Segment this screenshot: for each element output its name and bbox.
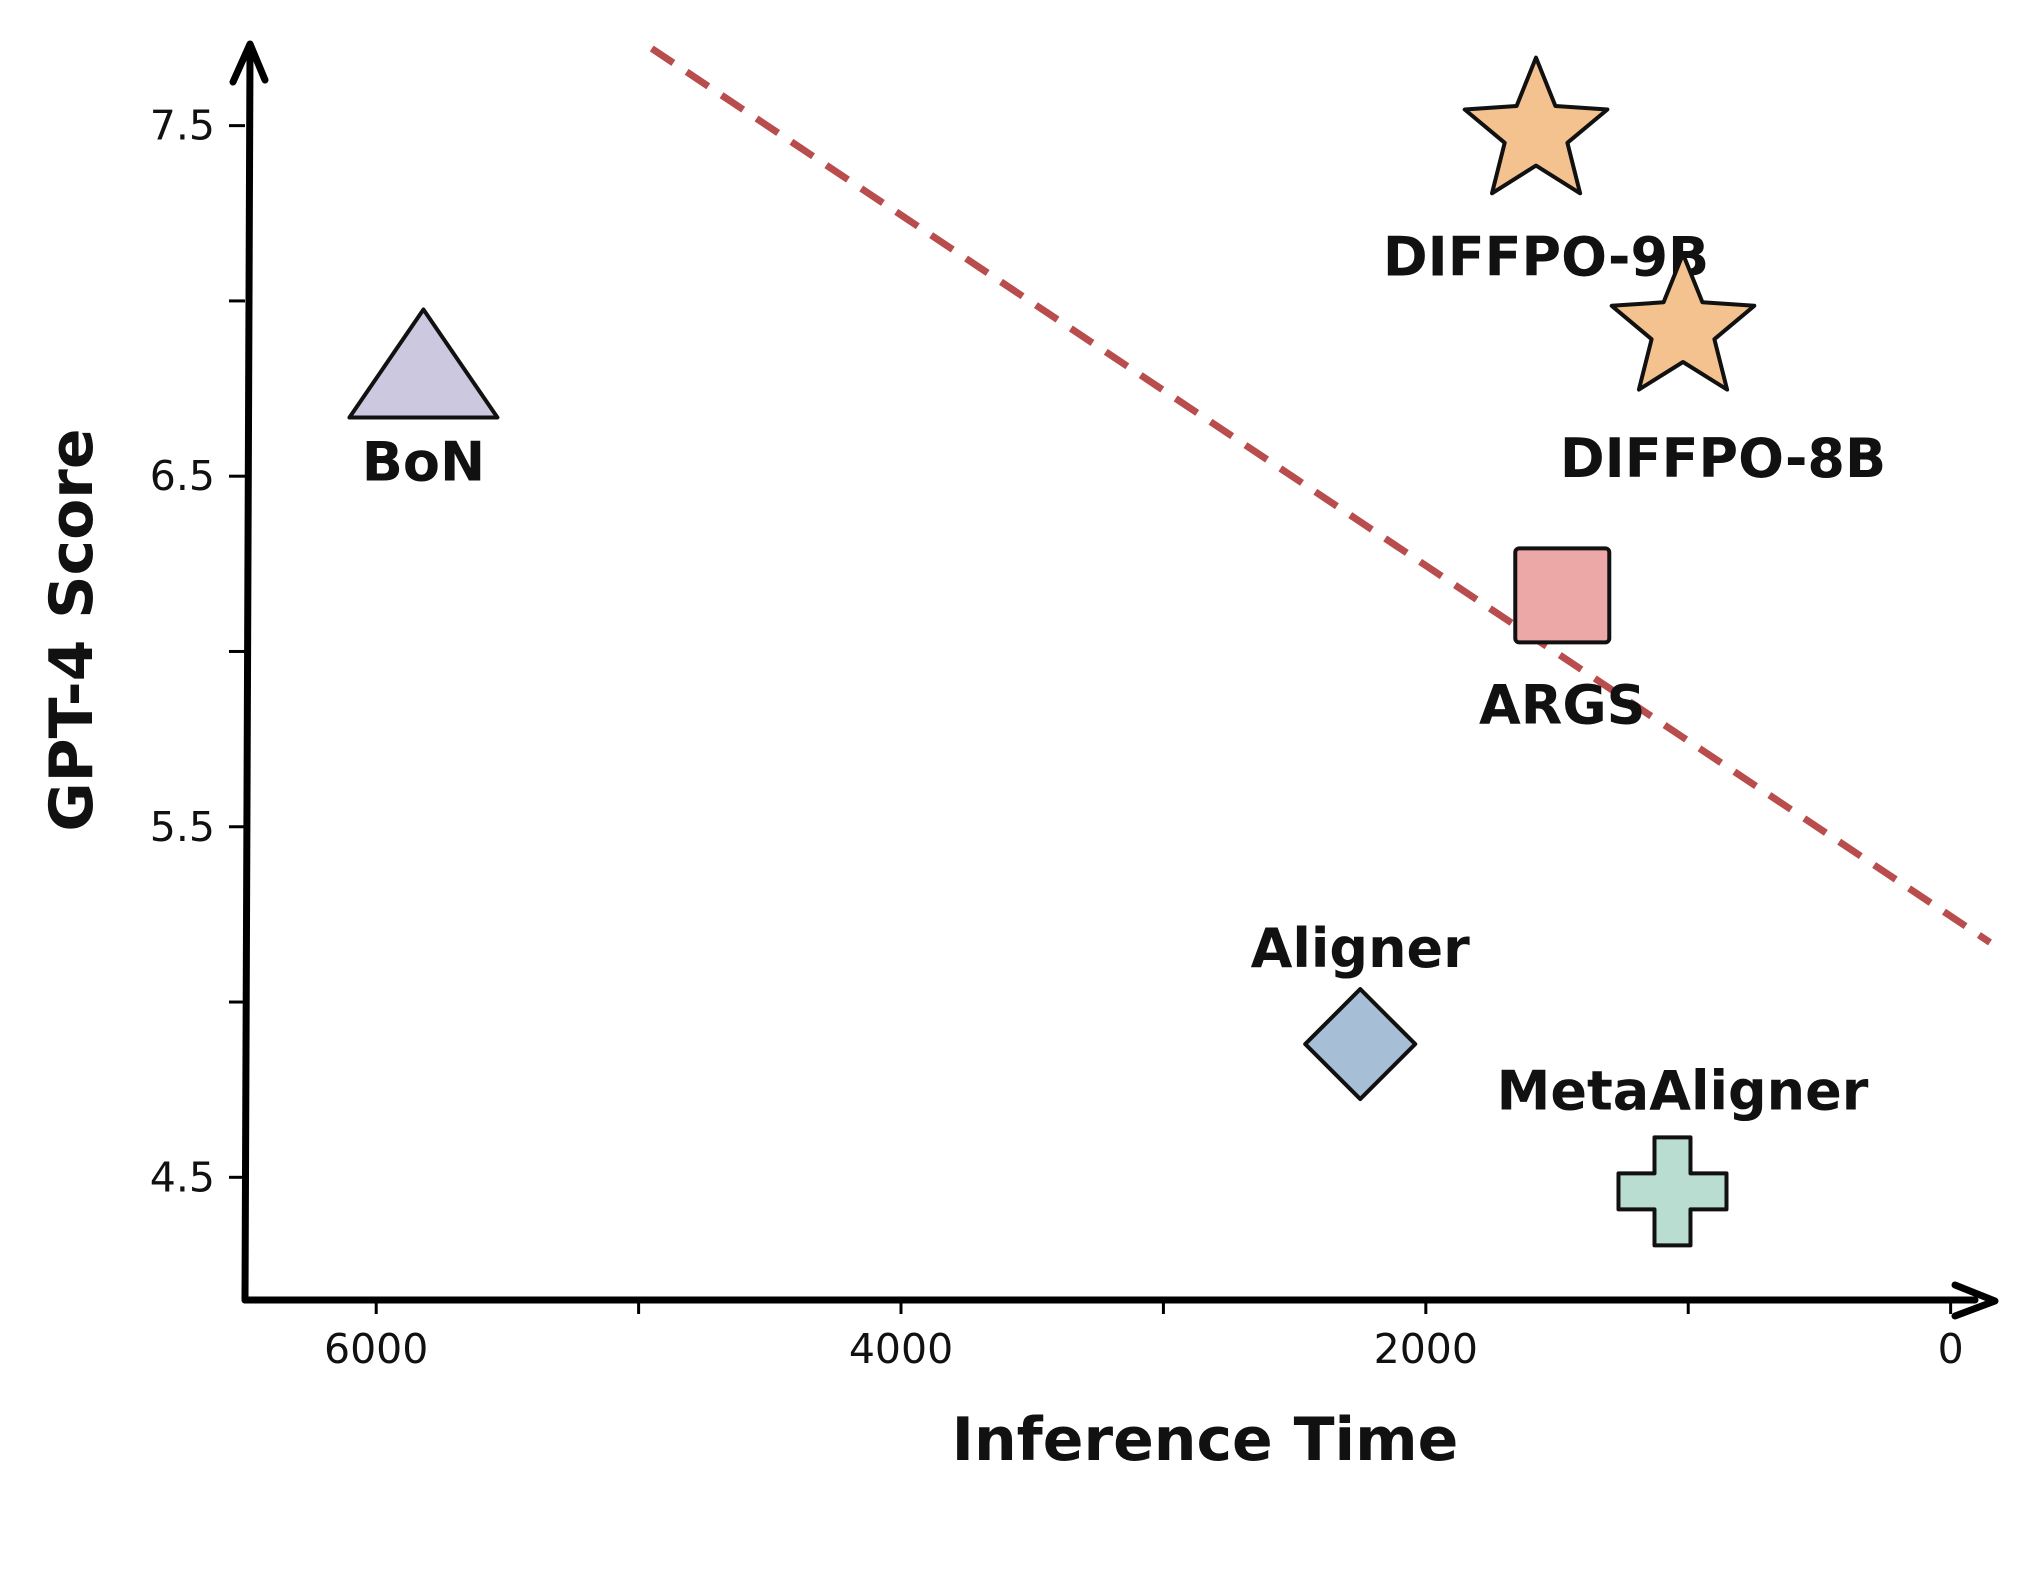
y-tick-label: 5.5 xyxy=(150,803,215,851)
point-metaaligner-plus-icon xyxy=(1616,1135,1729,1248)
chart-marks: 6000 4000 2000 0 7.5 6.5 5.5 4.5 BoN DIFFPO-9B DIF… xyxy=(150,40,1999,1373)
y-tick-label: 6.5 xyxy=(150,452,215,500)
x-tick-label: 6000 xyxy=(324,1325,428,1373)
y-axis-line xyxy=(241,46,254,1304)
y-axis-arrow-icon xyxy=(229,40,269,86)
point-aligner-diamond-icon xyxy=(1303,987,1418,1102)
x-tick-label: 0 xyxy=(1938,1325,1964,1373)
point-diffpo-8b-star-icon xyxy=(1609,252,1757,392)
point-args-square-icon xyxy=(1513,546,1612,645)
point-diffpo-9b-star-icon xyxy=(1462,55,1610,196)
x-tick-label: 4000 xyxy=(849,1325,953,1373)
y-axis-title: GPT-4 Score xyxy=(37,428,107,831)
x-axis-title: Inference Time xyxy=(952,1405,1459,1475)
point-bon-triangle-icon xyxy=(347,307,500,420)
point-label-args: ARGS xyxy=(1479,673,1646,736)
point-label-bon: BoN xyxy=(362,431,485,494)
point-label-metaaligner: MetaAligner xyxy=(1497,1059,1869,1122)
y-tick-label: 7.5 xyxy=(150,102,215,150)
trend-line xyxy=(649,45,1992,946)
point-label-diffpo-8b: DIFFPO-8B xyxy=(1560,427,1886,490)
point-label-aligner: Aligner xyxy=(1251,917,1471,980)
x-axis-arrow-icon xyxy=(1951,1281,1999,1320)
point-label-diffpo-9b: DIFFPO-9B xyxy=(1383,226,1709,289)
x-tick-label: 2000 xyxy=(1374,1325,1478,1373)
y-tick-label: 4.5 xyxy=(150,1153,215,1201)
